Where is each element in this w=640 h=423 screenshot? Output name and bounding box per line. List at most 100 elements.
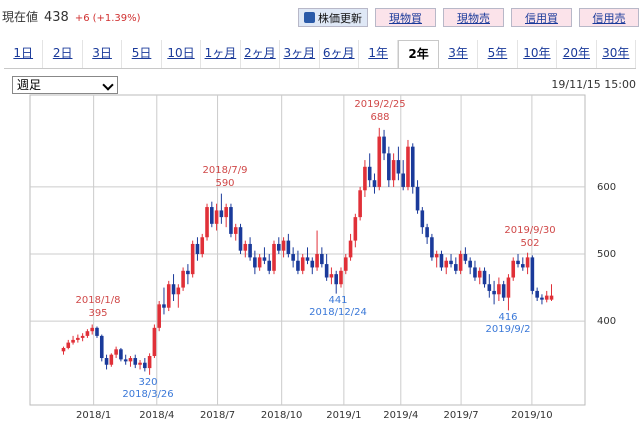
candle-body — [339, 270, 343, 285]
x-tick-label: 2018/10 — [261, 410, 303, 421]
candle-body — [521, 264, 525, 268]
candle-body — [430, 237, 434, 258]
candle-body — [123, 359, 128, 362]
candle-body — [473, 267, 477, 278]
change: +6 — [74, 13, 90, 24]
period-tab[interactable]: 20年 — [557, 40, 597, 68]
annotation-value: 395 — [88, 308, 107, 319]
period-tab[interactable]: 3ヶ月 — [280, 40, 320, 68]
candle-body — [315, 254, 319, 268]
candle-body — [506, 277, 511, 298]
candle-body — [382, 136, 386, 154]
y-tick-label: 600 — [597, 182, 616, 193]
candle-body — [147, 356, 152, 369]
buy-spot-button[interactable]: 現物買 — [375, 8, 436, 27]
candle-body — [487, 284, 492, 291]
period-tab[interactable]: 30年 — [597, 40, 636, 68]
candle-body — [224, 207, 228, 218]
period-tabs: 1日 2日 3日 5日 10日 1ヶ月 2ヶ月 3ヶ月 6ヶ月 1年 2年 3年 5年 10年 20年 30年 — [4, 40, 636, 69]
candle-body — [391, 160, 396, 181]
annotation-date: 2018/1/8 — [76, 295, 121, 306]
period-tab[interactable]: 10年 — [518, 40, 558, 68]
annotation-date: 2019/9/2 — [486, 324, 531, 335]
sell-spot-button[interactable]: 現物売 — [443, 8, 504, 27]
margin-sell-button[interactable]: 信用売 — [579, 8, 639, 27]
x-tick-label: 2019/1 — [326, 410, 361, 421]
candle-body — [549, 295, 554, 300]
period-tab[interactable]: 2ヶ月 — [241, 40, 281, 68]
period-tab[interactable]: 2日 — [43, 40, 83, 68]
x-tick-label: 2019/4 — [383, 410, 418, 421]
candle-body — [458, 254, 463, 271]
annotation-value: 416 — [498, 312, 517, 323]
candle-body — [171, 284, 176, 295]
candle-body — [353, 217, 358, 241]
candle-body — [444, 260, 449, 268]
period-tab[interactable]: 1ヶ月 — [201, 40, 241, 68]
candle-body — [272, 243, 276, 271]
period-tab[interactable]: 5年 — [478, 40, 518, 68]
period-tab[interactable]: 3日 — [83, 40, 123, 68]
candle-body — [157, 304, 161, 328]
quote-header: 現在値 438 +6 (+1.39%) — [2, 8, 141, 25]
y-tick-label: 500 — [597, 249, 616, 260]
annotation-date: 2018/7/9 — [203, 165, 248, 176]
period-select[interactable]: 週足 — [12, 76, 118, 94]
x-tick-label: 2018/1 — [76, 410, 111, 421]
period-tab[interactable]: 10日 — [162, 40, 202, 68]
candle-body — [257, 257, 262, 268]
candle-body — [104, 358, 109, 365]
candle-body — [119, 349, 123, 360]
candle-body — [238, 227, 243, 251]
candle-body — [310, 260, 315, 268]
candle-body — [544, 295, 549, 300]
candle-body — [372, 180, 377, 187]
candle-body — [348, 240, 353, 258]
margin-buy-button[interactable]: 信用買 — [511, 8, 572, 27]
period-tab[interactable]: 6ヶ月 — [320, 40, 359, 68]
candle-body — [300, 257, 305, 271]
period-tab[interactable]: 3年 — [439, 40, 479, 68]
candle-body — [248, 243, 252, 258]
period-tab[interactable]: 1日 — [4, 40, 44, 68]
candle-body — [482, 270, 487, 285]
candle-body — [343, 257, 348, 271]
candle-body — [162, 304, 166, 308]
candle-body — [195, 243, 200, 255]
candle-body — [420, 210, 425, 228]
candle-body — [262, 257, 267, 261]
candle-body — [468, 260, 472, 268]
candle-body — [296, 260, 300, 271]
candle-body — [320, 254, 324, 265]
candle-body — [324, 264, 329, 278]
candle-body — [114, 349, 118, 355]
candle-body — [477, 270, 482, 278]
candle-body — [233, 227, 238, 234]
candle-body — [516, 260, 520, 265]
refresh-button[interactable]: 株価更新 — [298, 8, 368, 27]
candle-body — [449, 260, 453, 265]
annotation-date: 2018/12/24 — [309, 307, 367, 318]
change-percent: (+1.39%) — [92, 13, 141, 24]
button-label: 株価更新 — [318, 12, 362, 25]
candle-body — [99, 335, 104, 359]
candle-body — [276, 243, 281, 251]
annotation-value: 590 — [215, 178, 234, 189]
candle-body — [501, 284, 506, 298]
candle-body — [219, 210, 224, 218]
price: 438 — [44, 10, 69, 25]
candle-body — [176, 287, 181, 295]
candle-body — [363, 166, 367, 191]
candle-body — [200, 237, 205, 255]
candle-body — [253, 257, 257, 268]
period-tab[interactable]: 2年 — [398, 40, 439, 68]
annotation-value: 688 — [370, 112, 389, 123]
candle-body — [530, 257, 535, 291]
candle-body — [267, 260, 272, 271]
candle-body — [511, 260, 516, 278]
candle-body — [425, 227, 429, 238]
period-tab[interactable]: 1年 — [359, 40, 399, 68]
period-tab[interactable]: 5日 — [122, 40, 162, 68]
candle-body — [128, 358, 133, 362]
